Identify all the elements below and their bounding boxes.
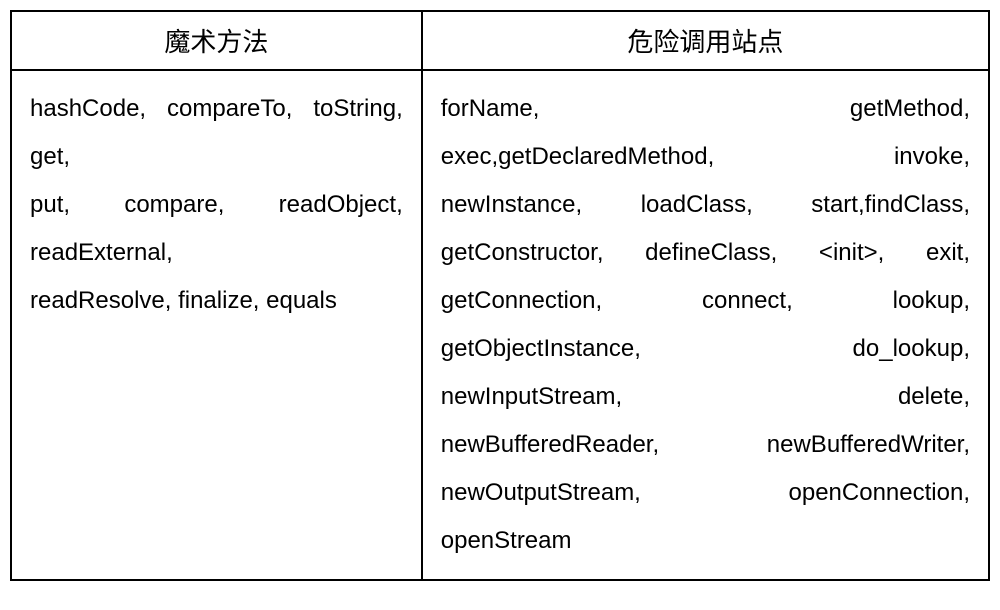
dangerous-callsites-cell: forName, getMethod, exec,getDeclaredMeth…	[422, 70, 989, 580]
cell-text-line: newInputStream, delete,	[441, 373, 970, 421]
cell-text-line: getConstructor, defineClass, <init>, exi…	[441, 229, 970, 277]
cell-text-line: getObjectInstance, do_lookup,	[441, 325, 970, 373]
cell-text-line: put, compare, readObject, readExternal,	[30, 181, 403, 277]
cell-text-line: newInstance, loadClass, start,findClass,	[441, 181, 970, 229]
cell-text-line: newOutputStream, openConnection,	[441, 469, 970, 517]
content-row: hashCode, compareTo, toString, get, put,…	[11, 70, 989, 580]
cell-text-line: newBufferedReader, newBufferedWriter,	[441, 421, 970, 469]
cell-text-line: readResolve, finalize, equals	[30, 277, 403, 325]
cell-text-line: exec,getDeclaredMethod, invoke,	[441, 133, 970, 181]
cell-text-line: getConnection, connect, lookup,	[441, 277, 970, 325]
cell-text-line: forName, getMethod,	[441, 85, 970, 133]
cell-text-line: hashCode, compareTo, toString, get,	[30, 85, 403, 181]
header-dangerous-callsites: 危险调用站点	[422, 11, 989, 70]
header-row: 魔术方法 危险调用站点	[11, 11, 989, 70]
header-magic-methods: 魔术方法	[11, 11, 422, 70]
magic-methods-cell: hashCode, compareTo, toString, get, put,…	[11, 70, 422, 580]
cell-text-line: openStream	[441, 517, 970, 565]
method-table: 魔术方法 危险调用站点 hashCode, compareTo, toStrin…	[10, 10, 990, 581]
